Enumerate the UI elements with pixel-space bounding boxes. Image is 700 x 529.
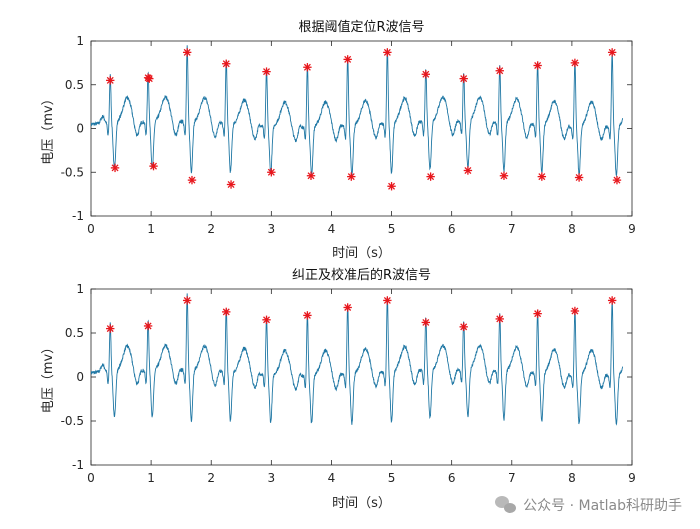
r-peak-marker	[188, 176, 196, 184]
y-tick-label: -1	[72, 209, 84, 223]
watermark: 公众号 · Matlab科研助手	[495, 495, 682, 515]
y-tick-label: 0	[76, 370, 84, 384]
x-tick-label: 6	[448, 222, 456, 236]
plot-area	[91, 289, 632, 465]
x-tick-label: 4	[328, 222, 336, 236]
r-peak-marker	[303, 311, 311, 319]
r-peak-marker	[426, 172, 434, 180]
r-peak-marker	[571, 59, 579, 67]
r-peak-marker	[183, 48, 191, 56]
r-peak-marker	[144, 322, 152, 330]
r-peak-marker	[608, 296, 616, 304]
watermark-text: 公众号 · Matlab科研助手	[523, 495, 682, 515]
r-peak-marker	[262, 67, 270, 75]
r-peak-marker	[106, 76, 114, 84]
plot-area	[91, 41, 632, 216]
x-tick-label: 2	[207, 471, 215, 485]
r-peak-marker	[500, 172, 508, 180]
r-peak-marker	[262, 316, 270, 324]
chart-2: 纠正及校准后的R波信号 0 1 2 3 4 5 6 7 8 9 -1 -0.5 0 0.5 1 时间（s） 电压（…	[41, 267, 636, 511]
wechat-icon	[495, 496, 517, 514]
r-peak-marker	[533, 61, 541, 69]
r-peak-marker	[459, 74, 467, 82]
r-peak-marker	[383, 48, 391, 56]
x-tick-label: 0	[87, 222, 95, 236]
r-peak-marker	[422, 70, 430, 78]
r-peak-marker	[106, 324, 114, 332]
x-tick-label: 7	[508, 222, 516, 236]
x-tick-label: 1	[147, 222, 155, 236]
x-tick-label: 2	[207, 222, 215, 236]
r-peak-marker	[343, 303, 351, 311]
r-peak-marker	[459, 323, 467, 331]
y-tick-label: -1	[72, 458, 84, 472]
r-peak-marker	[575, 173, 583, 181]
y-tick-label: 0	[76, 122, 84, 136]
r-peak-marker	[383, 296, 391, 304]
r-peak-marker	[387, 182, 395, 190]
x-tick-label: 4	[328, 471, 336, 485]
r-peak-marker	[608, 48, 616, 56]
y-tick-label: 1	[76, 34, 84, 48]
chart-1: 根据阈值定位R波信号 0 1 2 3 4 5 6 7 8 9 -1 -0.5 0 0.5 1 时间（s） 电压（m…	[41, 19, 636, 261]
y-tick-label: -0.5	[61, 414, 84, 428]
r-peak-marker	[149, 162, 157, 170]
y-tick-label: 0.5	[65, 326, 84, 340]
y-tick-label: 0.5	[65, 78, 84, 92]
chart-title: 根据阈值定位R波信号	[298, 19, 424, 35]
x-axis-label: 时间（s）	[332, 496, 391, 511]
r-peak-marker	[307, 172, 315, 180]
r-peak-marker	[227, 180, 235, 188]
x-tick-label: 9	[628, 222, 636, 236]
r-peak-marker	[343, 55, 351, 63]
x-tick-label: 8	[568, 471, 576, 485]
x-tick-label: 1	[147, 471, 155, 485]
chart-title: 纠正及校准后的R波信号	[292, 267, 431, 283]
r-peak-marker	[303, 63, 311, 71]
x-tick-label: 3	[268, 222, 276, 236]
x-tick-label: 7	[508, 471, 516, 485]
r-peak-marker	[496, 315, 504, 323]
r-peak-marker	[145, 74, 153, 82]
r-peak-marker	[571, 307, 579, 315]
r-peak-marker	[464, 166, 472, 174]
y-axis-label: 电压（mv）	[41, 92, 56, 164]
x-tick-label: 5	[388, 222, 396, 236]
r-peak-marker	[538, 172, 546, 180]
x-tick-label: 6	[448, 471, 456, 485]
x-tick-label: 0	[87, 471, 95, 485]
y-axis-label: 电压（mv）	[41, 341, 56, 413]
r-peak-marker	[222, 308, 230, 316]
y-tick-label: -0.5	[61, 165, 84, 179]
r-peak-marker	[422, 318, 430, 326]
r-peak-marker	[613, 176, 621, 184]
r-peak-marker	[533, 309, 541, 317]
r-peak-marker	[111, 164, 119, 172]
x-tick-label: 3	[268, 471, 276, 485]
x-tick-label: 8	[568, 222, 576, 236]
r-peak-marker	[222, 60, 230, 68]
y-tick-label: 1	[76, 282, 84, 296]
r-peak-marker	[267, 168, 275, 176]
r-peak-marker	[183, 296, 191, 304]
x-tick-label: 9	[628, 471, 636, 485]
r-peak-marker	[347, 172, 355, 180]
r-peak-marker	[496, 67, 504, 75]
x-axis-label: 时间（s）	[332, 246, 391, 261]
x-tick-label: 5	[388, 471, 396, 485]
